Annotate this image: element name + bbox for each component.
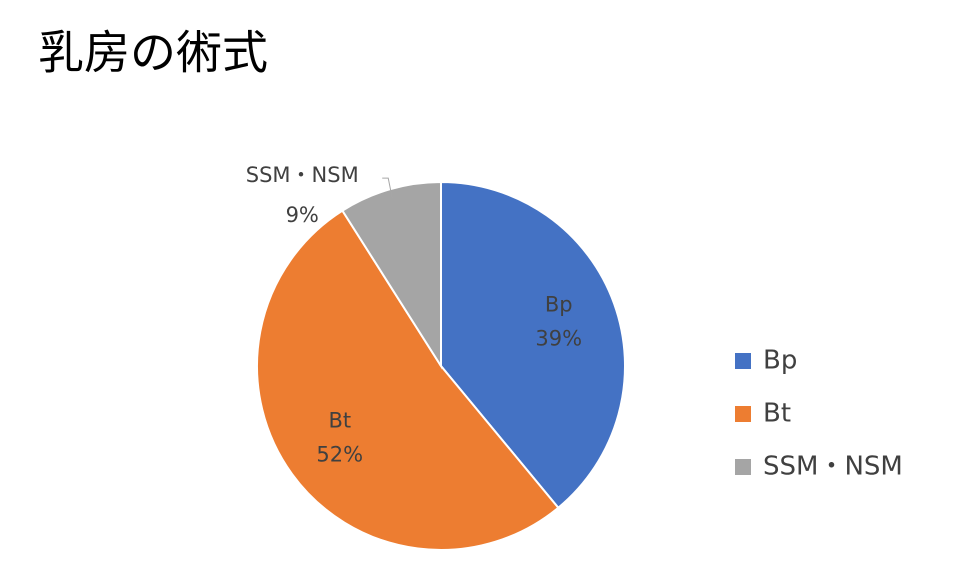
chart-title: 乳房の術式 <box>38 26 268 80</box>
legend-label: Bp <box>763 346 797 376</box>
data-label-name: SSM・NSM <box>246 163 359 187</box>
pie-slice <box>341 180 442 370</box>
data-label-name: Bt <box>328 409 351 433</box>
pie-slice <box>440 180 626 510</box>
legend-swatch <box>735 459 751 475</box>
data-label-value: 9% <box>286 203 319 227</box>
data-label-value: 39% <box>535 327 582 351</box>
data-label-value: 52% <box>316 443 363 467</box>
legend-label: SSM・NSM <box>763 452 903 482</box>
leader-line <box>382 177 393 199</box>
legend-swatch <box>735 353 751 369</box>
pie-slice <box>256 209 560 551</box>
legend-swatch <box>735 406 751 422</box>
data-label-name: Bp <box>545 293 573 317</box>
legend-label: Bt <box>763 399 791 429</box>
